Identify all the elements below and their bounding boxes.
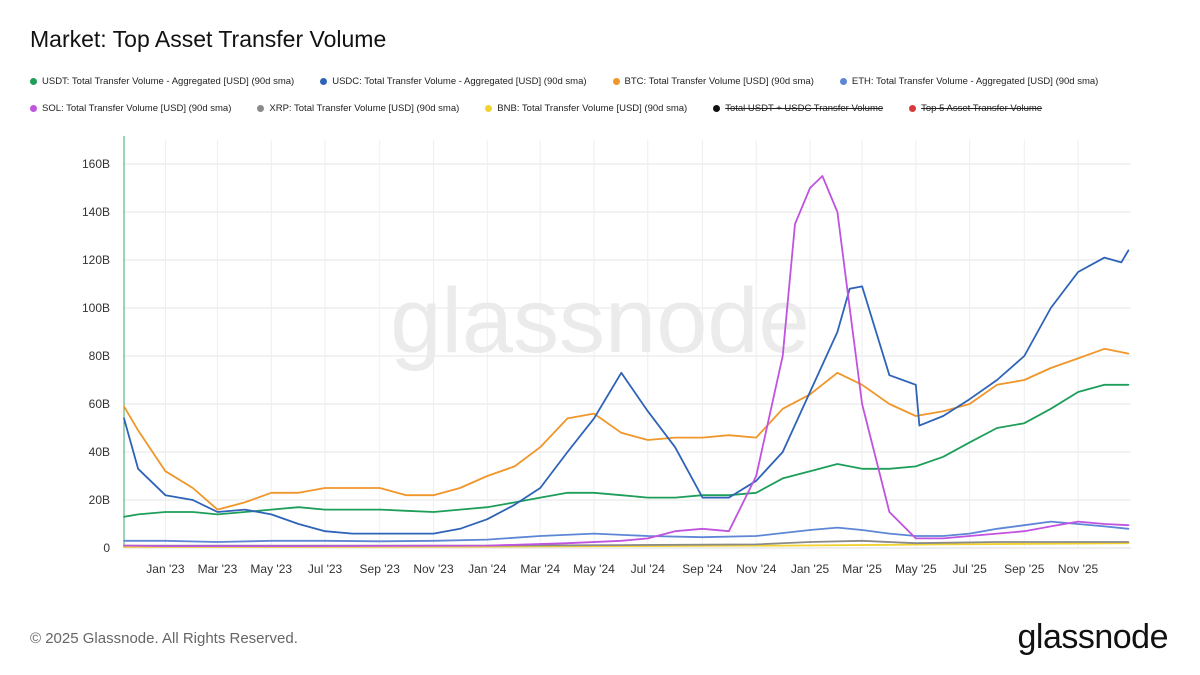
legend-dot-icon: [30, 77, 37, 85]
watermark: glassnode: [390, 270, 809, 372]
y-tick-label: 0: [103, 541, 110, 555]
legend-label: Total USDT + USDC Transfer Volume: [725, 102, 884, 114]
legend-dot-icon: [839, 77, 847, 85]
legend-item[interactable]: BTC: Total Transfer Volume [USD] (90d sm…: [612, 75, 814, 87]
line-chart[interactable]: glassnode 0 20B 40B 60B 80B 100B 120B 140B 160B J…: [0, 130, 1200, 590]
series-line-sol[interactable]: [123, 175, 1130, 547]
grid: [124, 140, 1131, 549]
series-line-eth[interactable]: [123, 520, 1130, 543]
x-tick-label: Jul '25: [952, 562, 987, 576]
legend: USDT: Total Transfer Volume - Aggregated…: [30, 72, 1180, 126]
x-tick-label: Mar '25: [842, 562, 882, 576]
copyright: © 2025 Glassnode. All Rights Reserved.: [30, 630, 298, 647]
x-tick-label: Sep '25: [1004, 562, 1045, 576]
legend-label: BNB: Total Transfer Volume [USD] (90d sm…: [497, 102, 688, 114]
legend-dot-icon: [485, 104, 493, 112]
x-tick-label: May '25: [895, 562, 937, 576]
legend-item[interactable]: USDC: Total Transfer Volume - Aggregated…: [320, 75, 587, 87]
legend-label: BTC: Total Transfer Volume [USD] (90d sm…: [624, 75, 814, 87]
legend-label: USDC: Total Transfer Volume - Aggregated…: [332, 75, 587, 87]
y-tick-label: 80B: [89, 349, 110, 363]
legend-row: USDT: Total Transfer Volume - Aggregated…: [30, 72, 1180, 90]
legend-dot-icon: [612, 77, 620, 85]
y-tick-label: 160B: [82, 157, 110, 171]
legend-label: XRP: Total Transfer Volume [USD] (90d sm…: [269, 102, 460, 114]
legend-item[interactable]: ETH: Total Transfer Volume - Aggregated …: [839, 75, 1099, 87]
y-tick-label: 20B: [89, 493, 110, 507]
legend-label: SOL: Total Transfer Volume [USD] (90d sm…: [42, 102, 232, 114]
x-tick-label: Jan '25: [791, 562, 830, 576]
page-title: Market: Top Asset Transfer Volume: [30, 26, 387, 52]
y-tick-label: 140B: [82, 205, 110, 219]
legend-label: USDT: Total Transfer Volume - Aggregated…: [42, 75, 295, 87]
y-tick-label: 120B: [82, 253, 110, 267]
legend-item[interactable]: Top 5 Asset Transfer Volume: [909, 103, 1042, 114]
x-tick-label: Nov '23: [413, 562, 454, 576]
x-tick-label: Jan '23: [146, 562, 185, 576]
legend-dot-icon: [257, 104, 265, 112]
y-tick-label: 100B: [82, 301, 110, 315]
legend-dot-icon: [320, 77, 328, 85]
x-tick-label: May '23: [250, 562, 292, 576]
legend-item[interactable]: USDT: Total Transfer Volume - Aggregated…: [30, 76, 294, 87]
legend-dot-icon: [30, 104, 37, 112]
brand-logo: glassnode: [1017, 618, 1168, 656]
x-tick-label: Nov '25: [1058, 562, 1099, 576]
y-tick-label: 60B: [89, 397, 110, 411]
legend-item[interactable]: SOL: Total Transfer Volume [USD] (90d sm…: [30, 103, 231, 114]
x-tick-label: Jul '24: [631, 562, 666, 576]
legend-item[interactable]: Total USDT + USDC Transfer Volume: [713, 103, 883, 114]
x-tick-label: Jan '24: [468, 562, 507, 576]
legend-label: ETH: Total Transfer Volume - Aggregated …: [851, 75, 1099, 87]
series-line-usdt[interactable]: [123, 383, 1130, 518]
x-tick-label: Mar '23: [198, 562, 238, 576]
x-tick-label: Sep '23: [360, 562, 401, 576]
x-tick-label: May '24: [573, 562, 615, 576]
x-tick-label: Mar '24: [520, 562, 560, 576]
x-tick-label: Jul '23: [308, 562, 343, 576]
legend-dot-icon: [713, 104, 721, 112]
y-tick-label: 40B: [89, 445, 110, 459]
legend-row: SOL: Total Transfer Volume [USD] (90d sm…: [30, 99, 1180, 117]
legend-dot-icon: [909, 104, 917, 112]
series[interactable]: [123, 175, 1130, 548]
legend-item[interactable]: XRP: Total Transfer Volume [USD] (90d sm…: [257, 103, 459, 114]
legend-item[interactable]: BNB: Total Transfer Volume [USD] (90d sm…: [485, 103, 687, 114]
series-line-btc[interactable]: [123, 347, 1130, 511]
x-tick-label: Nov '24: [736, 562, 777, 576]
axes: 0 20B 40B 60B 80B 100B 120B 140B 160B Jan '23 Mar …: [82, 136, 1131, 576]
legend-label: Top 5 Asset Transfer Volume: [921, 102, 1043, 114]
series-line-usdc[interactable]: [123, 249, 1130, 535]
x-tick-label: Sep '24: [682, 562, 723, 576]
